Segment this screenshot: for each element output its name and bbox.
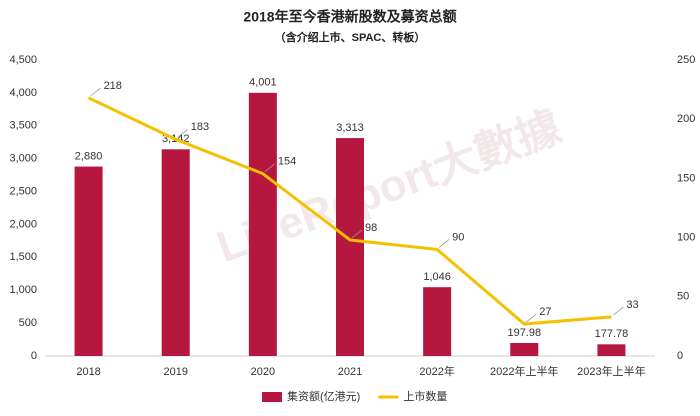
x-tick-label: 2023年上半年 <box>577 364 645 378</box>
bar <box>597 344 626 356</box>
y2-tick-label: 250 <box>677 54 695 66</box>
y-tick-label: 2,000 <box>9 218 37 230</box>
y2-tick-label: 50 <box>677 291 689 303</box>
x-tick-label: 2022年上半年 <box>490 364 558 378</box>
bar-value-label: 177.78 <box>595 328 629 340</box>
bar <box>336 138 364 356</box>
y-tick-label: 3,000 <box>9 153 37 165</box>
bar-value-label: 4,001 <box>249 77 277 89</box>
bar <box>248 92 277 356</box>
label-leader <box>438 239 450 248</box>
line-value-label: 183 <box>191 121 209 133</box>
label-leader <box>177 129 188 138</box>
line-value-label: 90 <box>452 231 464 243</box>
legend-label: 上市数量 <box>403 389 447 403</box>
label-leader <box>526 313 537 323</box>
y-tick-label: 0 <box>31 350 37 362</box>
y-tick-label: 1,000 <box>9 284 37 296</box>
y2-tick-label: 200 <box>677 113 695 125</box>
bar <box>161 149 190 356</box>
label-leader <box>264 163 276 172</box>
x-tick-label: 2019 <box>163 366 187 378</box>
line-value-label: 98 <box>365 222 377 234</box>
line-value-label: 27 <box>539 306 551 318</box>
label-leader <box>613 306 624 316</box>
line <box>87 96 612 326</box>
line-value-label: 154 <box>278 156 296 168</box>
bar <box>510 342 539 356</box>
legend-swatch <box>262 392 282 402</box>
y-tick-label: 4,000 <box>9 87 37 99</box>
bar <box>74 166 103 356</box>
legend-label: 集资额(亿港元) <box>287 389 360 403</box>
line-value-label: 218 <box>104 80 122 92</box>
x-tick-label: 2021 <box>338 366 362 378</box>
y2-tick-label: 100 <box>677 232 695 244</box>
x-tick-label: 2020 <box>251 366 275 378</box>
label-leader <box>90 87 101 97</box>
chart-subtitle: （含介绍上市、SPAC、转板） <box>275 30 426 44</box>
bar-value-label: 1,046 <box>423 271 451 283</box>
x-tick-label: 2018 <box>76 366 100 378</box>
y-tick-label: 3,500 <box>9 120 37 132</box>
label-leader <box>351 229 363 239</box>
chart-title: 2018年至今香港新股数及募资总额 <box>243 9 456 25</box>
y-tick-label: 1,500 <box>9 251 37 263</box>
bar-value-label: 3,313 <box>336 122 364 134</box>
y-tick-label: 2,500 <box>9 185 37 197</box>
bar <box>423 287 452 356</box>
line-value-label: 33 <box>626 299 638 311</box>
y-tick-label: 4,500 <box>9 54 37 66</box>
x-tick-label: 2022年 <box>419 364 454 378</box>
bar-value-label: 197.98 <box>507 327 541 339</box>
y-tick-label: 500 <box>19 317 37 329</box>
y2-tick-label: 0 <box>677 350 683 362</box>
y2-tick-label: 150 <box>677 172 695 184</box>
bar-value-label: 2,880 <box>75 150 103 162</box>
